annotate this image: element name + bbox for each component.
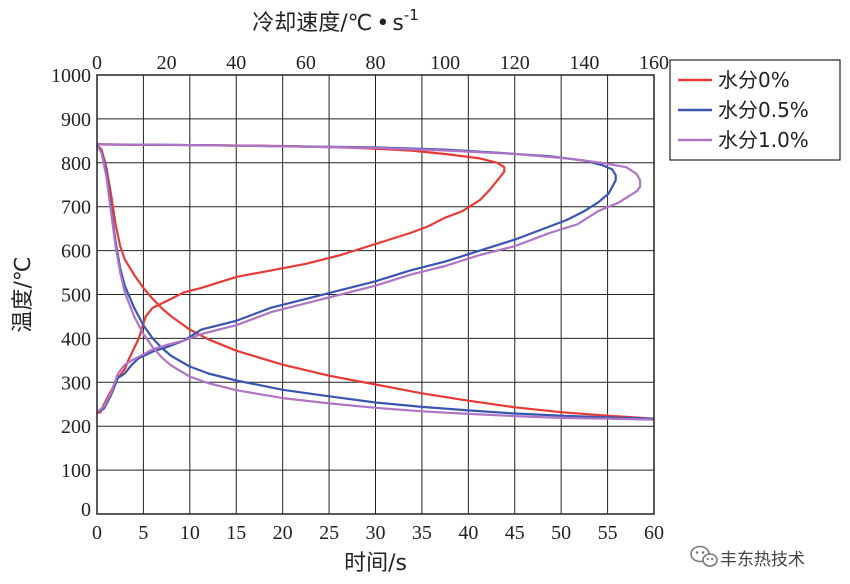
top-tick-label: 160 <box>639 52 669 74</box>
x-tick-label: 25 <box>319 522 339 544</box>
legend-label: 水分0.5% <box>718 98 809 122</box>
series-layer <box>96 143 655 421</box>
top-axis-title-dot: • <box>376 11 389 36</box>
top-axis-title-sup: -1 <box>404 6 419 24</box>
legend-label: 水分1.0% <box>718 128 809 152</box>
y-tick-label: 700 <box>61 197 91 219</box>
top-tick-label: 40 <box>226 52 246 74</box>
x-axis-title: 时间/s <box>344 551 407 576</box>
cooling-curve-line <box>96 144 655 421</box>
plot-frame <box>96 74 655 515</box>
top-tick-label: 120 <box>500 52 530 74</box>
top-axis-title-main: 冷却速度/℃ <box>252 11 372 36</box>
top-tick-label: 60 <box>296 52 316 74</box>
watermark-text: 丰东热技术 <box>720 550 805 570</box>
x-tick-label: 40 <box>458 522 478 544</box>
x-tick-label: 60 <box>644 522 664 544</box>
x-tick-label: 20 <box>273 522 293 544</box>
cooling-curve-line <box>96 144 655 420</box>
y-tick-label: 100 <box>61 460 91 482</box>
legend-label: 水分0% <box>718 68 790 92</box>
x-tick-label: 30 <box>366 522 386 544</box>
y-tick-label: 600 <box>61 241 91 263</box>
top-tick-label: 100 <box>430 52 460 74</box>
legend: 水分0% 水分0.5% 水分1.0% <box>669 59 841 161</box>
wechat-icon <box>690 545 718 567</box>
top-tick-label: 140 <box>569 52 599 74</box>
cooling-rate-curve-line <box>96 143 642 414</box>
top-tick-label: 0 <box>92 52 102 74</box>
cooling-rate-curve-line <box>96 143 506 415</box>
y-tick-label: 500 <box>61 285 91 307</box>
x-tick-label: 0 <box>92 522 102 544</box>
y-tick-label: 900 <box>61 109 91 131</box>
x-tick-label: 15 <box>226 522 246 544</box>
cooling-rate-curve-line <box>96 143 617 414</box>
tick-labels: 0 5 10 15 20 25 30 35 40 45 50 55 601002003004005006… <box>51 52 669 544</box>
y-tick-label: 200 <box>61 416 91 438</box>
y-tick-label: 800 <box>61 153 91 175</box>
top-tick-label: 80 <box>366 52 386 74</box>
y-tick-label: 1000 <box>51 65 91 87</box>
y-tick-label: 400 <box>61 328 91 350</box>
x-tick-label: 55 <box>598 522 618 544</box>
watermark: 丰东热技术 <box>690 545 805 570</box>
top-axis-title: 冷却速度/℃ • s-1 <box>252 6 419 36</box>
y-axis-title: 温度/℃ <box>11 256 36 332</box>
y-tick-label: 0 <box>81 499 91 521</box>
x-tick-label: 45 <box>505 522 525 544</box>
x-tick-label: 50 <box>551 522 571 544</box>
y-tick-label: 300 <box>61 372 91 394</box>
top-axis-title-unit: s <box>392 11 403 36</box>
top-tick-label: 20 <box>157 52 177 74</box>
x-tick-label: 10 <box>180 522 200 544</box>
x-tick-label: 35 <box>412 522 432 544</box>
x-tick-label: 5 <box>138 522 148 544</box>
